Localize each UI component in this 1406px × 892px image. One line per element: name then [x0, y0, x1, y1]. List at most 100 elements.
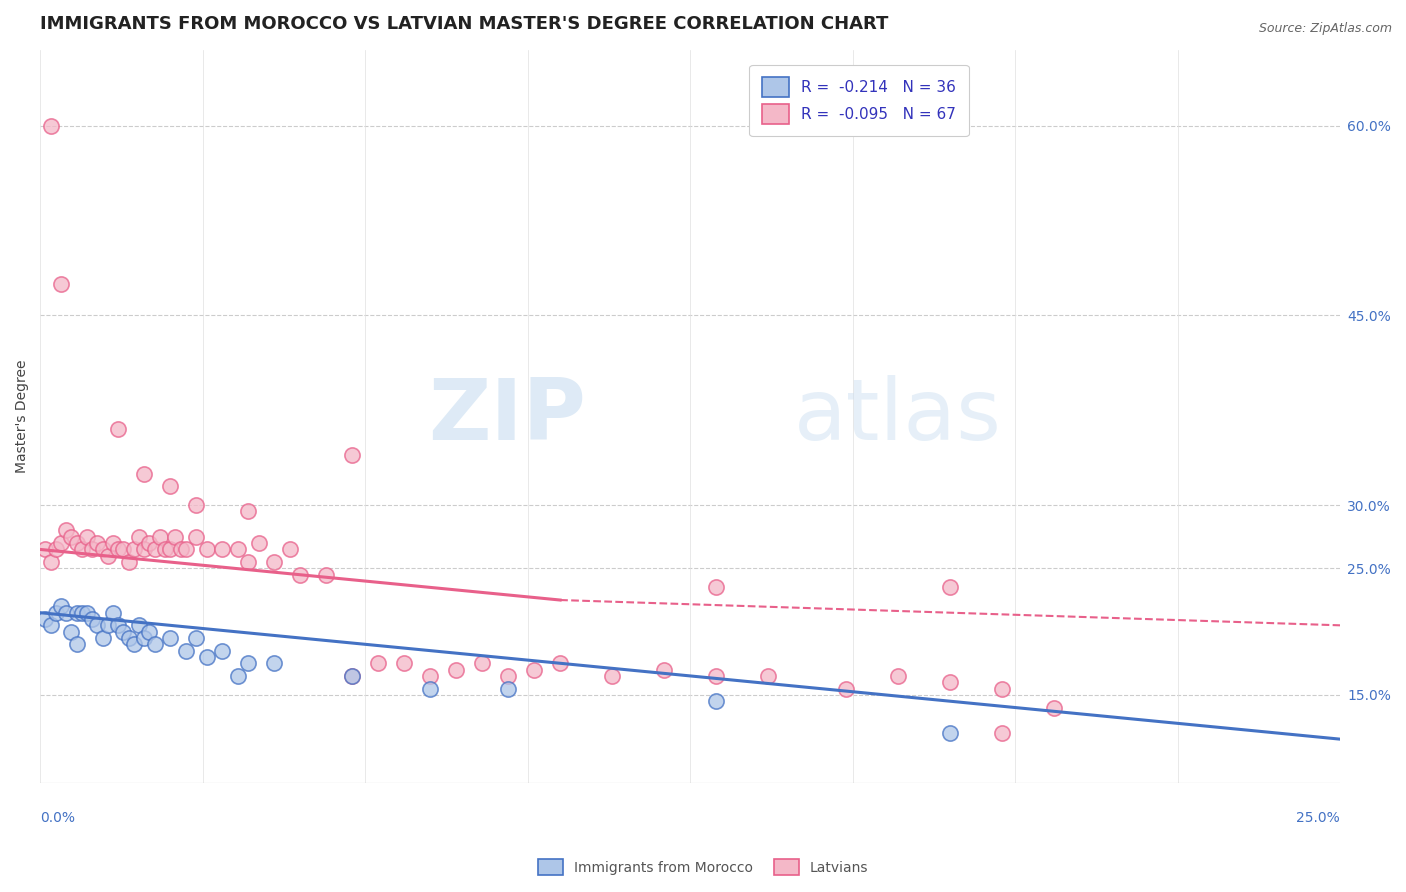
Point — [835, 681, 858, 696]
Point — [1043, 700, 1066, 714]
Point — [165, 530, 187, 544]
Legend: R =  -0.214   N = 36, R =  -0.095   N = 67: R = -0.214 N = 36, R = -0.095 N = 67 — [749, 65, 969, 136]
Point — [34, 612, 56, 626]
Point — [117, 555, 139, 569]
Point — [600, 669, 623, 683]
Point — [138, 536, 160, 550]
Text: Source: ZipAtlas.com: Source: ZipAtlas.com — [1258, 22, 1392, 36]
Point — [107, 618, 129, 632]
Point — [278, 542, 301, 557]
Point — [444, 663, 467, 677]
Point — [159, 542, 181, 557]
Point — [263, 657, 285, 671]
Point — [226, 669, 249, 683]
Point — [112, 542, 135, 557]
Point — [211, 643, 233, 657]
Point — [496, 669, 519, 683]
Point — [76, 606, 98, 620]
Point — [60, 624, 83, 639]
Point — [392, 657, 415, 671]
Text: IMMIGRANTS FROM MOROCCO VS LATVIAN MASTER'S DEGREE CORRELATION CHART: IMMIGRANTS FROM MOROCCO VS LATVIAN MASTE… — [41, 15, 889, 33]
Point — [195, 649, 218, 664]
Point — [143, 637, 166, 651]
Point — [122, 542, 145, 557]
Point — [128, 618, 150, 632]
Point — [34, 542, 56, 557]
Point — [39, 555, 62, 569]
Text: atlas: atlas — [794, 376, 1002, 458]
Point — [340, 669, 363, 683]
Point — [263, 555, 285, 569]
Point — [39, 119, 62, 133]
Point — [247, 536, 270, 550]
Point — [65, 536, 87, 550]
Point — [756, 669, 779, 683]
Legend: Immigrants from Morocco, Latvians: Immigrants from Morocco, Latvians — [531, 854, 875, 880]
Point — [76, 530, 98, 544]
Point — [86, 536, 108, 550]
Text: ZIP: ZIP — [429, 376, 586, 458]
Point — [39, 618, 62, 632]
Point — [704, 669, 727, 683]
Point — [49, 536, 72, 550]
Point — [939, 580, 962, 594]
Point — [107, 542, 129, 557]
Point — [471, 657, 494, 671]
Text: 25.0%: 25.0% — [1296, 811, 1340, 825]
Point — [65, 606, 87, 620]
Point — [704, 694, 727, 708]
Point — [939, 675, 962, 690]
Point — [107, 422, 129, 436]
Point — [49, 599, 72, 614]
Point — [65, 637, 87, 651]
Point — [184, 631, 207, 645]
Point — [45, 606, 67, 620]
Point — [86, 618, 108, 632]
Point — [138, 624, 160, 639]
Point — [134, 631, 156, 645]
Point — [184, 530, 207, 544]
Point — [143, 542, 166, 557]
Point — [211, 542, 233, 557]
Point — [49, 277, 72, 291]
Point — [159, 479, 181, 493]
Point — [939, 726, 962, 740]
Point — [236, 504, 259, 518]
Point — [174, 542, 197, 557]
Point — [101, 606, 124, 620]
Point — [82, 542, 104, 557]
Point — [288, 567, 311, 582]
Point — [91, 631, 114, 645]
Point — [887, 669, 910, 683]
Point — [548, 657, 571, 671]
Point — [236, 555, 259, 569]
Point — [134, 467, 156, 481]
Point — [367, 657, 389, 671]
Point — [226, 542, 249, 557]
Point — [652, 663, 675, 677]
Point — [496, 681, 519, 696]
Y-axis label: Master's Degree: Master's Degree — [15, 359, 30, 474]
Point — [419, 669, 441, 683]
Text: 0.0%: 0.0% — [41, 811, 75, 825]
Point — [82, 612, 104, 626]
Point — [134, 542, 156, 557]
Point — [112, 624, 135, 639]
Point — [340, 669, 363, 683]
Point — [97, 618, 120, 632]
Point — [122, 637, 145, 651]
Point — [55, 606, 77, 620]
Point — [315, 567, 337, 582]
Point — [149, 530, 172, 544]
Point — [55, 524, 77, 538]
Point — [184, 498, 207, 512]
Point — [991, 726, 1014, 740]
Point — [419, 681, 441, 696]
Point — [991, 681, 1014, 696]
Point — [195, 542, 218, 557]
Point — [101, 536, 124, 550]
Point — [704, 580, 727, 594]
Point — [159, 631, 181, 645]
Point — [169, 542, 191, 557]
Point — [128, 530, 150, 544]
